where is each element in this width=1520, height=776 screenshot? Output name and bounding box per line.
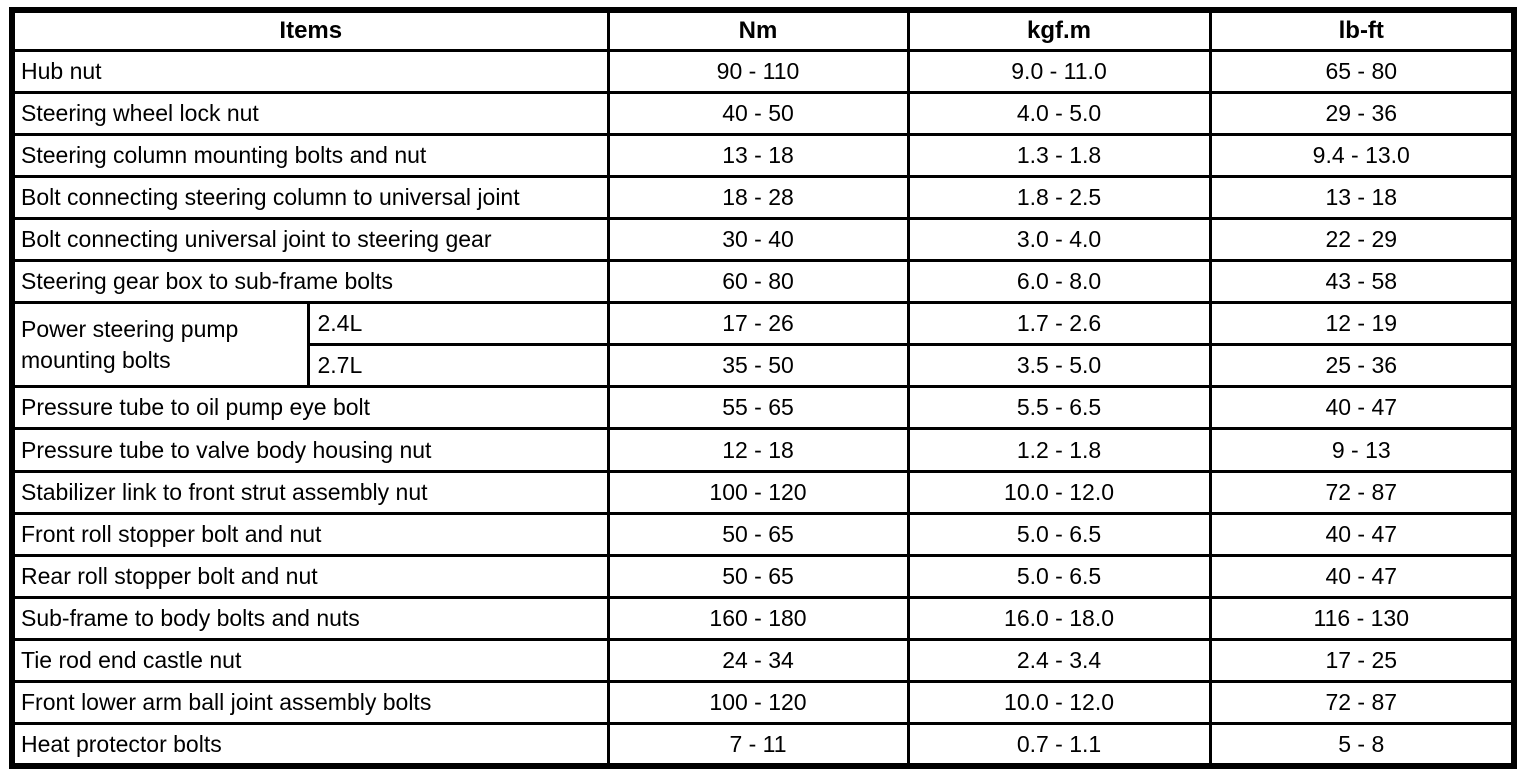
nm-cell: 18 - 28 — [606, 174, 910, 220]
kgfm-cell: 2.4 - 3.4 — [906, 638, 1212, 684]
kgfm-cell: 4.0 - 5.0 — [906, 90, 1212, 136]
header-row: Items Nm kgf.m lb-ft — [10, 8, 1516, 52]
lbft-cell: 12 - 19 — [1208, 301, 1516, 347]
table-row: Pressure tube to valve body housing nut … — [10, 427, 1516, 473]
item-cell: Steering gear box to sub-frame bolts — [10, 259, 610, 305]
item-cell: Pressure tube to oil pump eye bolt — [10, 385, 610, 431]
column-header-items: Items — [10, 8, 610, 52]
column-header-kgfm: kgf.m — [906, 8, 1212, 52]
table-row: Stabilizer link to front strut assembly … — [10, 469, 1516, 515]
nm-cell: 100 - 120 — [606, 680, 910, 726]
lbft-cell: 40 - 47 — [1208, 553, 1516, 599]
lbft-cell: 40 - 47 — [1208, 511, 1516, 557]
kgfm-cell: 10.0 - 12.0 — [906, 680, 1212, 726]
item-cell: Front lower arm ball joint assembly bolt… — [10, 680, 610, 726]
item-cell: Hub nut — [10, 48, 610, 94]
lbft-cell: 40 - 47 — [1208, 385, 1516, 431]
group-item-cell: Power steering pump mounting bolts — [10, 301, 310, 389]
table-row: Steering column mounting bolts and nut 1… — [10, 132, 1516, 178]
kgfm-cell: 16.0 - 18.0 — [906, 595, 1212, 642]
nm-cell: 50 - 65 — [606, 511, 910, 557]
nm-cell: 7 - 11 — [606, 722, 910, 768]
item-cell: Steering wheel lock nut — [10, 90, 610, 136]
lbft-cell: 13 - 18 — [1208, 174, 1516, 220]
lbft-cell: 72 - 87 — [1208, 680, 1516, 726]
nm-cell: 90 - 110 — [606, 48, 910, 94]
nm-cell: 35 - 50 — [606, 343, 910, 389]
nm-cell: 40 - 50 — [606, 90, 910, 136]
table-row: Bolt connecting steering column to unive… — [10, 174, 1516, 220]
item-cell: Bolt connecting universal joint to steer… — [10, 216, 610, 263]
item-cell: Bolt connecting steering column to unive… — [10, 174, 610, 220]
kgfm-cell: 3.5 - 5.0 — [906, 343, 1212, 389]
kgfm-cell: 1.8 - 2.5 — [906, 174, 1212, 220]
item-cell: Sub-frame to body bolts and nuts — [10, 595, 610, 642]
nm-cell: 60 - 80 — [606, 259, 910, 305]
kgfm-cell: 1.3 - 1.8 — [906, 132, 1212, 178]
table-row-group-variant-2: 2.7L 35 - 50 3.5 - 5.0 25 - 36 — [12, 343, 1516, 389]
kgfm-cell: 1.7 - 2.6 — [906, 301, 1212, 347]
kgfm-cell: 0.7 - 1.1 — [906, 722, 1212, 768]
table-row: Front lower arm ball joint assembly bolt… — [10, 680, 1516, 726]
item-cell: Rear roll stopper bolt and nut — [10, 553, 610, 599]
kgfm-cell: 6.0 - 8.0 — [906, 259, 1212, 305]
kgfm-cell: 10.0 - 12.0 — [906, 469, 1212, 515]
nm-cell: 24 - 34 — [606, 638, 910, 684]
kgfm-cell: 1.2 - 1.8 — [906, 427, 1212, 473]
lbft-cell: 5 - 8 — [1208, 722, 1516, 768]
table-row: Sub-frame to body bolts and nuts 160 - 1… — [10, 595, 1516, 642]
variant-label-cell: 2.7L — [306, 343, 610, 389]
table-row: Tie rod end castle nut 24 - 34 2.4 - 3.4… — [10, 638, 1516, 684]
nm-cell: 30 - 40 — [606, 216, 910, 263]
table-row: Front roll stopper bolt and nut 50 - 65 … — [10, 511, 1516, 557]
lbft-cell: 25 - 36 — [1208, 343, 1516, 389]
nm-cell: 13 - 18 — [606, 132, 910, 178]
variant-label-cell: 2.4L — [306, 301, 610, 347]
lbft-cell: 29 - 36 — [1208, 90, 1516, 136]
kgfm-cell: 3.0 - 4.0 — [906, 216, 1212, 263]
table-row: Heat protector bolts 7 - 11 0.7 - 1.1 5 … — [10, 722, 1516, 768]
kgfm-cell: 9.0 - 11.0 — [906, 48, 1212, 94]
item-cell: Steering column mounting bolts and nut — [10, 132, 610, 178]
table-row: Hub nut 90 - 110 9.0 - 11.0 65 - 80 — [10, 48, 1516, 94]
lbft-cell: 22 - 29 — [1208, 216, 1516, 263]
table-row: Pressure tube to oil pump eye bolt 55 - … — [10, 385, 1516, 431]
nm-cell: 50 - 65 — [606, 553, 910, 599]
item-cell: Heat protector bolts — [10, 722, 610, 768]
item-cell: Stabilizer link to front strut assembly … — [10, 469, 610, 515]
lbft-cell: 72 - 87 — [1208, 469, 1516, 515]
kgfm-cell: 5.5 - 6.5 — [906, 385, 1212, 431]
lbft-cell: 9.4 - 13.0 — [1208, 132, 1516, 178]
nm-cell: 17 - 26 — [606, 301, 910, 347]
table-row-group-variant-1: Power steering pump mounting bolts 2.4L … — [10, 301, 1516, 389]
lbft-cell: 43 - 58 — [1208, 259, 1516, 305]
torque-spec-table: Items Nm kgf.m lb-ft Hub nut 90 - 110 9.… — [9, 7, 1518, 769]
table-row: Bolt connecting universal joint to steer… — [10, 216, 1516, 263]
lbft-cell: 9 - 13 — [1208, 427, 1516, 473]
nm-cell: 55 - 65 — [606, 385, 910, 431]
item-cell: Pressure tube to valve body housing nut — [10, 427, 610, 473]
nm-cell: 12 - 18 — [606, 427, 910, 473]
item-cell: Front roll stopper bolt and nut — [10, 511, 610, 557]
kgfm-cell: 5.0 - 6.5 — [906, 511, 1212, 557]
table-row: Steering gear box to sub-frame bolts 60 … — [10, 259, 1516, 305]
column-header-lbft: lb-ft — [1208, 8, 1516, 52]
lbft-cell: 17 - 25 — [1208, 638, 1516, 684]
item-cell: Tie rod end castle nut — [10, 638, 610, 684]
kgfm-cell: 5.0 - 6.5 — [906, 553, 1212, 599]
lbft-cell: 116 - 130 — [1208, 595, 1516, 642]
column-header-nm: Nm — [606, 8, 910, 52]
nm-cell: 160 - 180 — [606, 595, 910, 642]
table-row: Steering wheel lock nut 40 - 50 4.0 - 5.… — [10, 90, 1516, 136]
lbft-cell: 65 - 80 — [1208, 48, 1516, 94]
nm-cell: 100 - 120 — [606, 469, 910, 515]
table-row: Rear roll stopper bolt and nut 50 - 65 5… — [10, 553, 1516, 599]
